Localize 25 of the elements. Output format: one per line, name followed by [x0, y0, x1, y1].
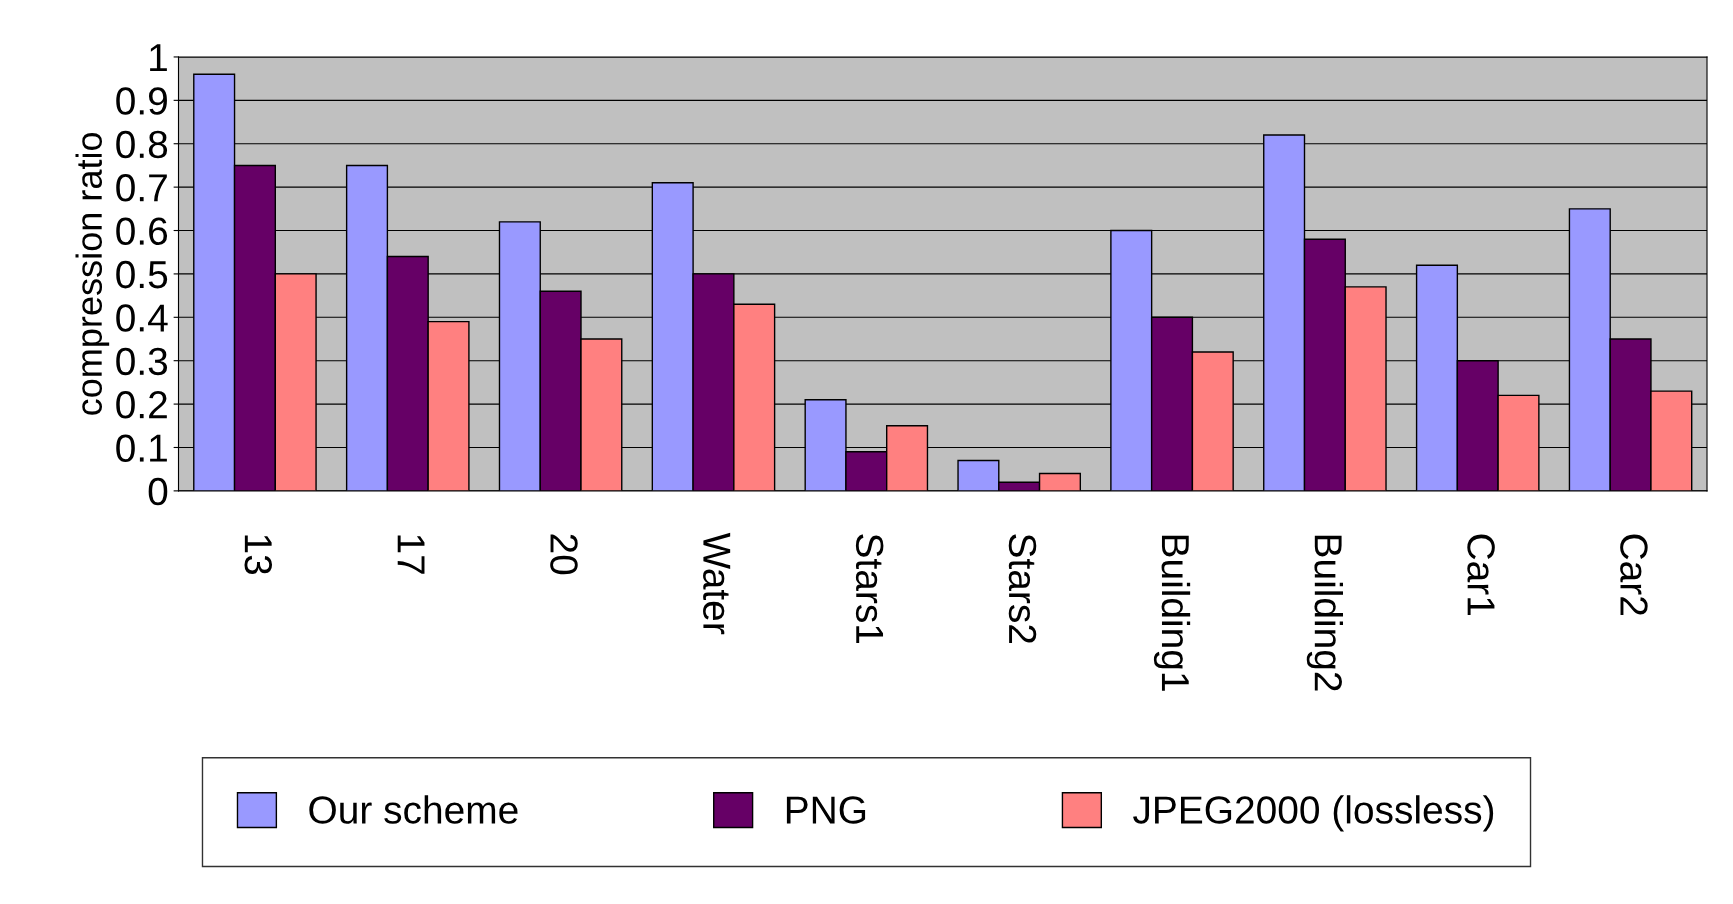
- y-tick-label: 0.3: [116, 347, 168, 376]
- y-tick-label: 0.6: [116, 217, 168, 245]
- legend-label: PNG: [786, 796, 866, 824]
- legend-label: JPEG2000 (lossless): [1133, 795, 1494, 832]
- x-tick-label: 13: [244, 535, 273, 575]
- y-tick-label: 0.1: [116, 434, 167, 462]
- legend-label: Our scheme: [309, 795, 518, 824]
- y-tick-label: 0.5: [116, 260, 168, 289]
- y-tick-label: 0.9: [116, 87, 167, 115]
- y-tick-label: 1: [150, 44, 167, 72]
- x-tick-label: Stars1: [855, 534, 884, 644]
- y-tick-label: 0: [148, 477, 168, 506]
- x-tick-label: Car1: [1467, 534, 1495, 615]
- x-tick-label: Building1: [1153, 535, 1191, 691]
- y-tick-label: 0.4: [116, 304, 168, 332]
- y-axis-title: compression ratio: [75, 132, 110, 415]
- x-tick-label: Water: [703, 532, 731, 635]
- y-tick-label: 0.2: [116, 391, 167, 419]
- x-tick-label: Building2: [1306, 535, 1343, 691]
- x-tick-label: Stars2: [1008, 534, 1037, 643]
- y-tick-label: 0.8: [116, 130, 168, 159]
- x-tick-label: 20: [550, 534, 578, 575]
- y-tick-label: 0.7: [116, 174, 167, 202]
- x-tick-label: 17: [397, 535, 425, 574]
- x-tick-label: Car2: [1620, 534, 1648, 615]
